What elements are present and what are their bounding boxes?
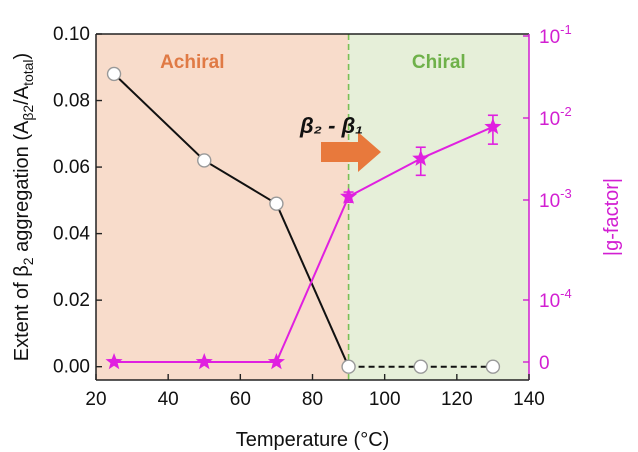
series-0-segment (113, 73, 205, 162)
region-label-achiral: Achiral (160, 52, 224, 73)
y-tick-label: 0.02 (53, 290, 90, 311)
y2-tick-label: 0 (539, 353, 550, 374)
y2-tick-label: 10-2 (539, 104, 572, 130)
x-tick-label: 100 (369, 389, 401, 410)
data-point-star (484, 117, 502, 135)
data-point-star (340, 187, 358, 204)
transition-arrow (321, 132, 381, 172)
series-1-segment (420, 125, 494, 160)
data-point-circle (197, 153, 212, 168)
data-point-circle (485, 359, 501, 374)
y-tick-label: 0.04 (53, 224, 90, 245)
y2-axis-label: |g-factor| (601, 178, 623, 256)
x-tick-label: 140 (513, 389, 545, 410)
data-point-star (412, 149, 430, 166)
region-label-chiral: Chiral (412, 52, 466, 73)
region-chiral (348, 34, 529, 380)
data-point-circle (269, 196, 284, 211)
transition-label: β₂ - β₁ (299, 113, 363, 138)
x-tick-label: 40 (158, 389, 179, 410)
series-1-segment (275, 196, 350, 363)
series-0-segment (275, 203, 350, 368)
x-tick-label: 80 (302, 389, 323, 410)
series-0-segment (203, 159, 277, 205)
data-point-circle (413, 359, 428, 374)
data-point-star (105, 353, 123, 370)
region-achiral (96, 34, 349, 380)
y2-tick-label: 10-3 (539, 186, 572, 212)
y-tick-label: 0.10 (53, 24, 90, 45)
data-point-star (267, 353, 285, 370)
y-tick-label: 0.06 (53, 157, 90, 178)
x-tick-label: 20 (85, 389, 106, 410)
x-axis-label: Temperature (°C) (236, 429, 390, 451)
y2-tick-label: 10-1 (539, 22, 572, 48)
data-point-circle (341, 359, 356, 374)
y-tick-label: 0.00 (53, 357, 90, 378)
y-tick-label: 0.08 (53, 91, 90, 112)
x-tick-label: 120 (441, 389, 473, 410)
data-point-star (195, 353, 213, 370)
y-axis-label: Extent of β2 aggregation (Aβ2/Atotal) (11, 53, 36, 361)
data-point-circle (106, 66, 122, 82)
y2-tick-label: 10-4 (539, 286, 572, 312)
x-tick-label: 60 (230, 389, 251, 410)
series-1-segment (348, 157, 422, 198)
